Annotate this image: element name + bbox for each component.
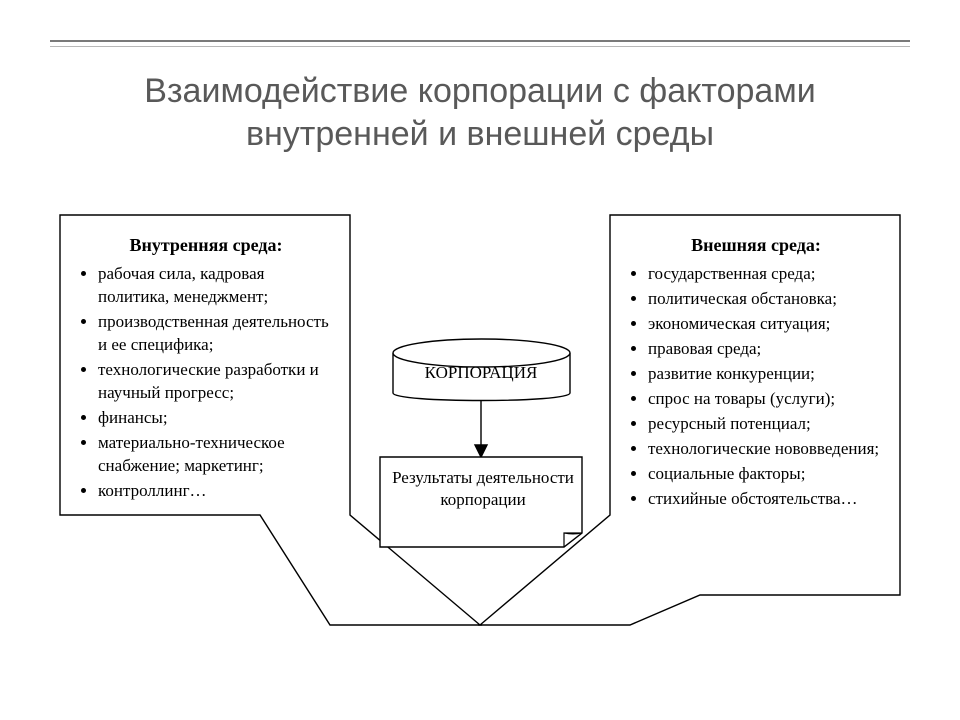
- top-rule: [50, 40, 910, 42]
- diagram: Внутренняя среда: рабочая сила, кадровая…: [60, 195, 900, 655]
- list-item: ресурсный потенциал;: [648, 413, 880, 436]
- external-env-box: Внешняя среда: государственная среда; по…: [616, 221, 896, 529]
- results-label: Результаты деятельности корпорации: [388, 467, 578, 511]
- list-item: политическая обстановка;: [648, 288, 880, 311]
- slide: Взаимодействие корпорации с факторами вн…: [0, 0, 960, 720]
- external-env-heading: Внешняя среда:: [632, 233, 880, 257]
- list-item: государственная среда;: [648, 263, 880, 286]
- list-item: технологические разра­ботки и научный пр…: [98, 359, 330, 405]
- internal-env-box: Внутренняя среда: рабочая сила, кадровая…: [66, 221, 346, 521]
- list-item: социальные факторы;: [648, 463, 880, 486]
- list-item: спрос на товары (услуги);: [648, 388, 880, 411]
- list-item: экономическая ситуация;: [648, 313, 880, 336]
- internal-env-heading: Внутренняя среда:: [82, 233, 330, 257]
- internal-env-list: рабочая сила, кадровая политика, менеджм…: [82, 263, 330, 502]
- list-item: развитие конкуренции;: [648, 363, 880, 386]
- list-item: рабочая сила, кадровая политика, менеджм…: [98, 263, 330, 309]
- list-item: производственная дея­тельность и ее спец…: [98, 311, 330, 357]
- list-item: стихийные обстоятель­ства…: [648, 488, 880, 511]
- list-item: финансы;: [98, 407, 330, 430]
- list-item: материально-техническое снабжение; марке…: [98, 432, 330, 478]
- list-item: технологические ново­введения;: [648, 438, 880, 461]
- list-item: правовая среда;: [648, 338, 880, 361]
- corporation-label: КОРПОРАЦИЯ: [406, 363, 556, 383]
- arrow-down: [475, 401, 487, 457]
- slide-title: Взаимодействие корпорации с факторами вн…: [60, 70, 900, 155]
- list-item: контроллинг…: [98, 480, 330, 503]
- external-env-list: государственная среда; политическая обст…: [632, 263, 880, 510]
